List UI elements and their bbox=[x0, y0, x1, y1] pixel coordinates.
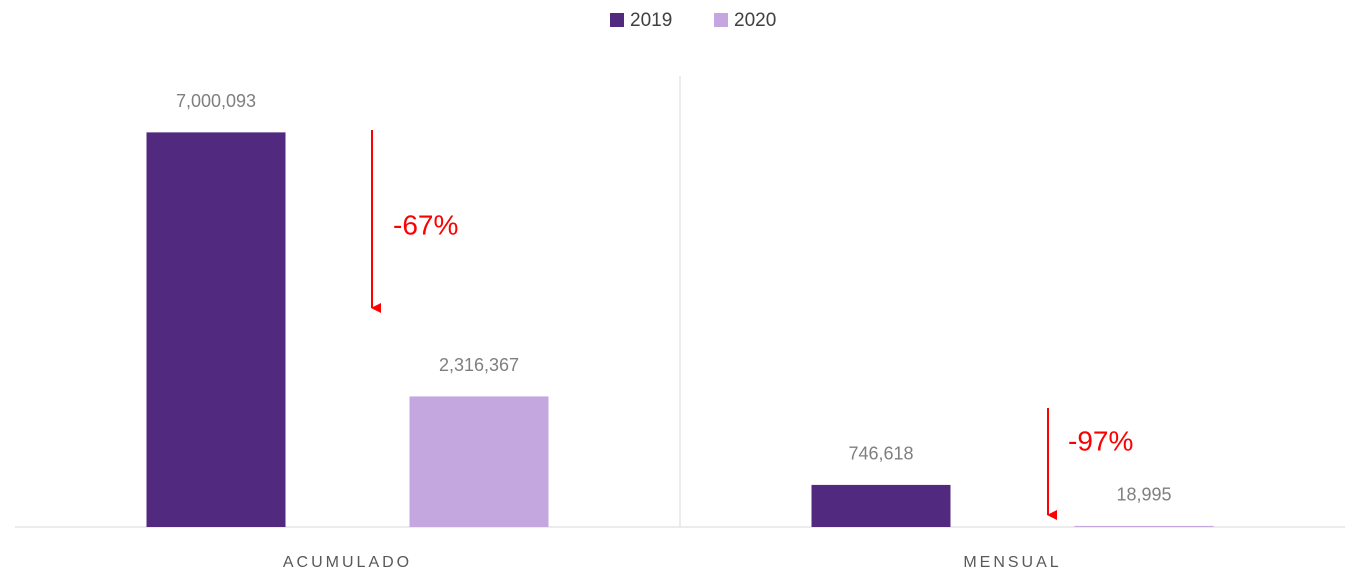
legend-label: 2019 bbox=[630, 10, 672, 31]
data-label: 7,000,093 bbox=[176, 91, 256, 111]
data-label: 2,316,367 bbox=[439, 355, 519, 375]
bar bbox=[409, 396, 549, 527]
annotation: -67% bbox=[393, 209, 458, 240]
data-label: 746,618 bbox=[848, 444, 913, 464]
bar bbox=[1074, 525, 1214, 527]
legend-swatch bbox=[714, 13, 728, 27]
x-tick-label: ACUMULADO bbox=[283, 554, 412, 571]
bar bbox=[146, 132, 286, 527]
legend-label: 2020 bbox=[734, 10, 776, 31]
bar bbox=[811, 484, 951, 527]
legend-swatch bbox=[610, 13, 624, 27]
data-label: 18,995 bbox=[1116, 485, 1171, 505]
annotation: -97% bbox=[1068, 425, 1133, 456]
x-tick-label: MENSUAL bbox=[963, 554, 1061, 571]
